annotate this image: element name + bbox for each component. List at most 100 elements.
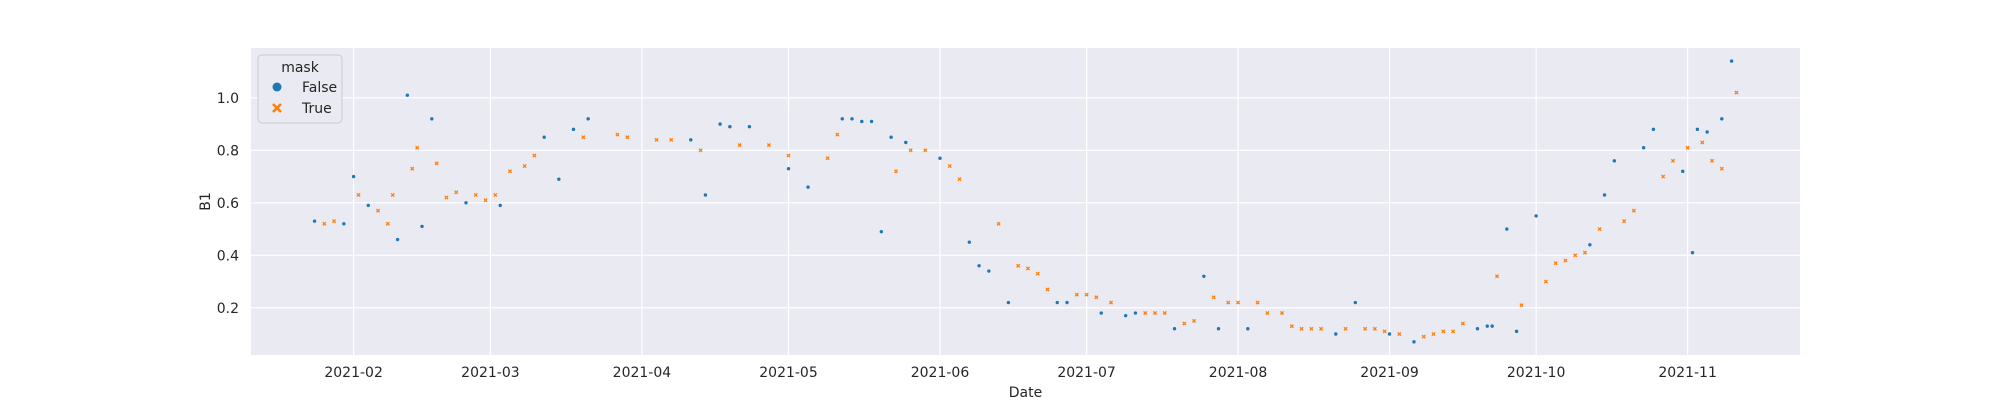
- data-point-false: [869, 119, 874, 124]
- data-point-false: [879, 229, 884, 234]
- data-point-true: [1494, 274, 1500, 279]
- x-tick-label: 2021-10: [1507, 365, 1566, 381]
- data-point-true: [1143, 310, 1148, 316]
- plot-background: [251, 48, 1800, 355]
- data-point-true: [1382, 329, 1387, 334]
- data-point-false: [1475, 327, 1480, 331]
- data-point-true: [473, 192, 478, 197]
- data-point-false: [786, 167, 791, 171]
- data-point-false: [1602, 193, 1607, 197]
- data-point-true: [356, 192, 361, 197]
- data-point-true: [410, 166, 415, 171]
- data-point-true: [1519, 303, 1524, 308]
- data-point-false: [747, 125, 752, 129]
- data-point-false: [1216, 327, 1221, 331]
- data-point-true: [1108, 300, 1114, 305]
- data-point-true: [766, 143, 772, 148]
- data-point-true: [1236, 300, 1241, 305]
- data-point-false: [586, 117, 590, 121]
- x-tick-label: 2021-06: [911, 365, 970, 381]
- data-point-true: [1543, 279, 1548, 284]
- data-point-false: [557, 177, 561, 181]
- data-point-false: [1387, 332, 1392, 336]
- data-point-true: [1025, 266, 1031, 271]
- y-axis-ticks: 0.2 0.4 0.6 0.8 1.0: [217, 91, 239, 317]
- data-point-true: [1299, 326, 1304, 331]
- data-point-true: [1309, 326, 1314, 331]
- legend-title: mask: [281, 60, 320, 76]
- data-point-true: [625, 135, 630, 140]
- data-point-true: [493, 192, 498, 197]
- data-point-false: [718, 122, 722, 126]
- data-point-true: [1255, 300, 1260, 305]
- data-point-false: [1690, 250, 1695, 255]
- data-point-false: [1123, 313, 1128, 318]
- data-point-false: [351, 174, 356, 179]
- data-point-true: [1670, 158, 1676, 163]
- data-point-true: [1431, 331, 1436, 337]
- data-point-false: [904, 140, 908, 145]
- x-tick-label: 2021-05: [759, 365, 818, 381]
- legend-label: True: [301, 101, 332, 117]
- data-point-false: [1055, 300, 1059, 305]
- data-point-true: [923, 148, 928, 153]
- data-point-false: [1505, 227, 1509, 231]
- data-point-true: [615, 132, 620, 137]
- data-point-false: [430, 117, 434, 121]
- data-point-true: [1152, 310, 1158, 316]
- data-point-true: [1451, 329, 1456, 334]
- data-point-true: [322, 221, 327, 226]
- data-point-true: [825, 156, 830, 161]
- legend-marker-x: [272, 103, 282, 113]
- data-point-false: [703, 193, 708, 197]
- data-point-false: [312, 219, 317, 223]
- data-point-true: [1226, 300, 1231, 305]
- data-points: [312, 59, 1739, 344]
- data-point-true: [1661, 174, 1666, 179]
- data-point-false: [1353, 300, 1358, 305]
- data-point-true: [786, 153, 791, 158]
- data-point-true: [1363, 326, 1368, 331]
- data-point-true: [893, 169, 899, 174]
- data-point-false: [850, 117, 854, 121]
- data-point-true: [1289, 324, 1294, 329]
- legend-marker-circle: [272, 82, 282, 92]
- data-point-true: [908, 148, 913, 153]
- data-point-false: [1490, 324, 1494, 328]
- data-point-true: [415, 145, 420, 150]
- data-point-false: [1202, 274, 1206, 278]
- data-point-false: [1412, 340, 1416, 344]
- data-point-false: [1485, 324, 1489, 328]
- data-point-false: [1612, 159, 1617, 163]
- y-tick-label: 0.2: [217, 301, 239, 317]
- data-point-true: [1016, 263, 1021, 268]
- x-tick-label: 2021-07: [1057, 365, 1116, 381]
- data-point-false: [1246, 327, 1250, 331]
- data-point-false: [498, 203, 502, 208]
- y-axis-label: B1: [198, 192, 214, 211]
- data-point-false: [938, 156, 942, 160]
- data-point-true: [1709, 158, 1715, 163]
- data-point-false: [571, 127, 576, 132]
- data-point-true: [1631, 208, 1636, 213]
- data-point-false: [1172, 327, 1177, 331]
- data-point-true: [1421, 334, 1426, 339]
- data-point-true: [434, 161, 439, 166]
- data-point-false: [1588, 243, 1592, 247]
- data-point-true: [390, 192, 395, 197]
- data-point-false: [1006, 300, 1011, 305]
- data-point-false: [1641, 146, 1646, 150]
- y-tick-label: 1.0: [217, 91, 239, 107]
- data-point-true: [1573, 253, 1578, 258]
- x-tick-label: 2021-11: [1658, 365, 1717, 381]
- data-point-true: [1685, 145, 1690, 150]
- data-point-false: [840, 117, 844, 121]
- y-tick-label: 0.8: [217, 143, 239, 159]
- data-point-true: [1182, 321, 1187, 326]
- data-point-false: [1720, 117, 1724, 121]
- data-point-true: [483, 198, 488, 203]
- x-axis-ticks: 2021-02 2021-03 2021-04 2021-05 2021-06 2021-…: [324, 365, 1716, 381]
- data-point-true: [1035, 271, 1040, 276]
- y-tick-label: 0.6: [217, 196, 239, 212]
- data-point-true: [1045, 287, 1050, 292]
